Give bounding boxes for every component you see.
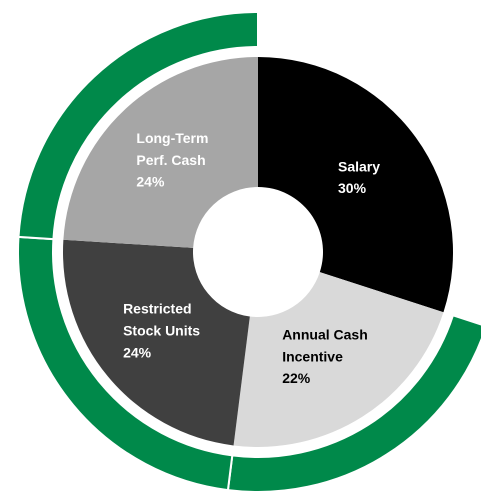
segment-label: Long-Term Perf. Cash [136, 130, 208, 168]
label-line: Long-Term [136, 130, 208, 146]
segment-value-label: 24% [123, 344, 152, 360]
segment-label: Restricted Stock Units [123, 300, 200, 338]
label-line: Perf. Cash [136, 152, 205, 168]
donut-segment [258, 57, 454, 313]
segment-label: Annual Cash Incentive [282, 326, 368, 364]
segment-label: Salary [338, 158, 380, 174]
outer-ring-segment [17, 10, 259, 241]
label-line: Annual Cash [282, 326, 368, 342]
label-line: Stock Units [123, 322, 200, 338]
segment-value-label: 30% [338, 180, 367, 196]
donut-segment [63, 57, 258, 248]
donut-segment [233, 272, 444, 447]
label-line: Salary [338, 158, 380, 174]
label-line: Restricted [123, 300, 191, 316]
segment-value-label: 22% [282, 370, 311, 386]
segment-value-label: 24% [136, 174, 165, 190]
label-line: Incentive [282, 348, 343, 364]
donut-segment [62, 239, 250, 446]
